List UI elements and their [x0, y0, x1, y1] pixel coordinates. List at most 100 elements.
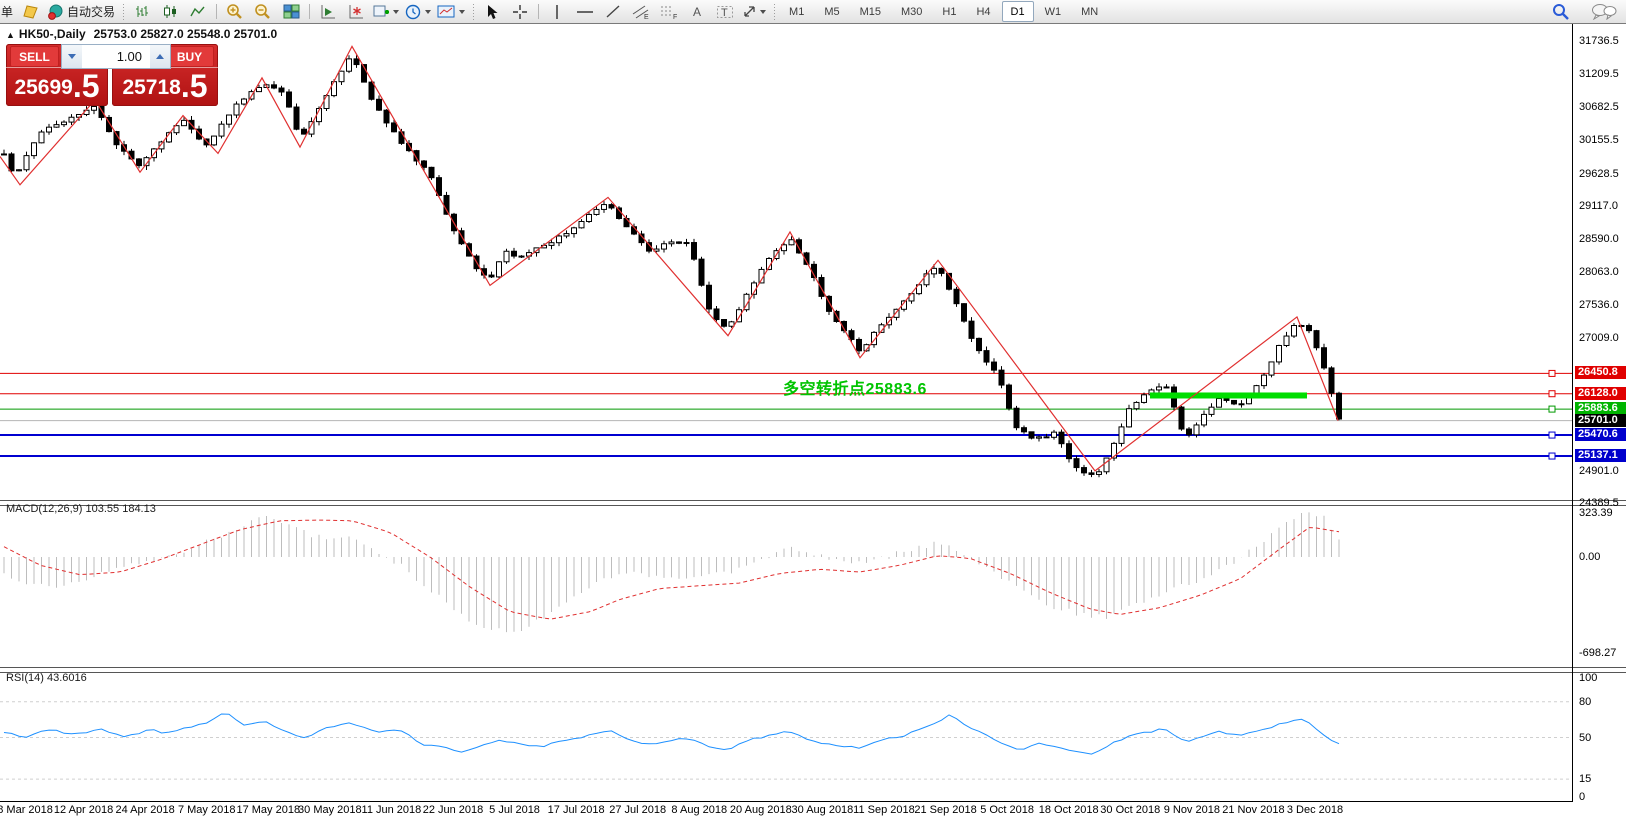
- timeframe-w1[interactable]: W1: [1044, 5, 1062, 18]
- text-label-tool-button[interactable]: T: [712, 2, 738, 21]
- zoom-out-button[interactable]: [250, 2, 276, 21]
- volume-increase-button[interactable]: [150, 45, 170, 68]
- price-axis-tick: 30155.5: [1579, 134, 1619, 147]
- level-line-handle[interactable]: [1548, 369, 1556, 377]
- volume-input[interactable]: [82, 45, 150, 68]
- trendline-tool-button[interactable]: [600, 2, 626, 21]
- macd-signal-value: 184.13: [122, 503, 156, 515]
- macd-axis-tick: 323.39: [1579, 506, 1613, 519]
- volume-decrease-button[interactable]: [62, 45, 82, 68]
- price-axis-tick: 27536.0: [1579, 299, 1619, 312]
- zoom-out-icon: [255, 4, 270, 19]
- equidistant-channel-tool-button[interactable]: E: [628, 2, 654, 21]
- autotrading-label: 自动交易: [67, 5, 116, 19]
- chart-title: ▲ HK50-,Daily 25753.0 25827.0 25548.0 2570…: [6, 27, 277, 41]
- rsi-axis-tick: 80: [1579, 695, 1592, 708]
- svg-text:F: F: [673, 14, 677, 20]
- arrows-tool-button[interactable]: [740, 2, 768, 21]
- line-chart-button[interactable]: [185, 2, 211, 21]
- volume-spinner: [61, 44, 171, 69]
- rsi-value: 43.6016: [46, 672, 87, 684]
- date-label: 7 May 2018: [177, 804, 236, 816]
- rsi-indicator-chart[interactable]: [0, 671, 1572, 801]
- toolbar-drag-handle[interactable]: [471, 3, 476, 20]
- level-line-handle[interactable]: [1548, 390, 1556, 398]
- panel-splitter-macd[interactable]: [0, 500, 1626, 506]
- timeframe-m1[interactable]: M1: [789, 5, 805, 18]
- buy-price-fraction: .5: [180, 68, 208, 104]
- autotrading-button[interactable]: 自动交易: [45, 2, 117, 21]
- chart-template-button[interactable]: [435, 2, 467, 21]
- svg-text:A: A: [693, 5, 701, 19]
- price-axis-badge: 25137.1: [1575, 449, 1626, 463]
- crosshair-tool-button[interactable]: [507, 2, 533, 21]
- buy-button[interactable]: BUY: [165, 46, 214, 67]
- collapse-arrow-icon[interactable]: ▲: [6, 30, 15, 40]
- timeframe-h4[interactable]: H4: [976, 5, 991, 18]
- ohlc-values: 25753.0 25827.0 25548.0 25701.0: [93, 27, 278, 41]
- time-axis-line: [0, 801, 1573, 802]
- new-order-button[interactable]: 单: [1, 5, 14, 19]
- candlestick-chart-button[interactable]: [157, 2, 183, 21]
- clock-icon: [405, 4, 421, 19]
- candlestick-chart-icon: [164, 5, 177, 18]
- auto-scroll-icon: [321, 4, 335, 18]
- dropdown-caret: [393, 9, 400, 14]
- vertical-line-tool-button[interactable]: [544, 2, 570, 21]
- level-lines[interactable]: [0, 372, 1572, 458]
- highlight-segment[interactable]: [1150, 392, 1307, 399]
- community-chat-button[interactable]: [1589, 2, 1619, 21]
- date-label: 30 Oct 2018: [1100, 804, 1161, 816]
- date-label: 5 Oct 2018: [980, 804, 1035, 816]
- price-axis-badge: 25470.6: [1575, 428, 1626, 442]
- template-icon: [437, 5, 455, 18]
- cursor-tool-button[interactable]: [479, 2, 505, 21]
- level-line-handle[interactable]: [1548, 405, 1556, 413]
- fibonacci-tool-button[interactable]: F: [656, 2, 682, 21]
- timeframe-mn[interactable]: MN: [1081, 5, 1099, 18]
- channel-icon: E: [632, 5, 649, 20]
- text-tool-button[interactable]: A: [684, 2, 710, 21]
- date-label: 30 May 2018: [298, 804, 362, 816]
- macd-main-value: 103.55: [85, 503, 120, 515]
- rsi-name: RSI(14): [6, 672, 44, 684]
- timeframe-h1[interactable]: H1: [942, 5, 957, 18]
- toolbar-right-group: [1547, 0, 1620, 23]
- timeframe-m15[interactable]: M15: [859, 5, 881, 18]
- tile-windows-button[interactable]: [278, 2, 304, 21]
- zigzag-line: [0, 45, 1339, 472]
- date-label: 9 Nov 2018: [1163, 804, 1220, 816]
- horizontal-line-tool-button[interactable]: [572, 2, 598, 21]
- macd-label: MACD(12,26,9) 103.55 184.13: [6, 503, 156, 515]
- level-line-handle[interactable]: [1548, 431, 1556, 439]
- add-indicator-button[interactable]: [371, 2, 401, 21]
- new-order-icon[interactable]: [17, 2, 43, 21]
- fibonacci-icon: F: [661, 6, 677, 20]
- date-label: 8 Aug 2018: [671, 804, 728, 816]
- pivot-annotation-text[interactable]: 多空转折点25883.6: [783, 381, 927, 398]
- sell-button[interactable]: SELL: [10, 46, 59, 67]
- line-chart-icon: [190, 6, 205, 17]
- chart-shift-icon: [349, 4, 363, 18]
- main-price-chart[interactable]: [0, 24, 1572, 500]
- date-label: 30 Aug 2018: [791, 804, 854, 816]
- chart-period-button[interactable]: [403, 2, 433, 21]
- timeframe-m30[interactable]: M30: [901, 5, 923, 18]
- bar-chart-button[interactable]: [129, 2, 155, 21]
- trendline-icon: [606, 5, 620, 18]
- toolbar-drag-handle[interactable]: [121, 3, 126, 20]
- macd-axis-tick: -698.27: [1579, 646, 1617, 659]
- zoom-in-button[interactable]: [222, 2, 248, 21]
- dropdown-caret: [425, 9, 432, 14]
- dropdown-caret: [459, 9, 466, 14]
- auto-scroll-button[interactable]: [315, 2, 341, 21]
- timeframe-m5[interactable]: M5: [824, 5, 840, 18]
- text-label-icon: T: [717, 5, 734, 19]
- search-button[interactable]: [1548, 2, 1574, 21]
- chart-shift-button[interactable]: [343, 2, 369, 21]
- timeframe-d1[interactable]: D1: [1001, 1, 1034, 22]
- level-line-handle[interactable]: [1548, 452, 1556, 460]
- macd-indicator-chart[interactable]: [0, 505, 1572, 667]
- toolbar-drag-handle[interactable]: [772, 3, 777, 20]
- panel-splitter-rsi[interactable]: [0, 667, 1626, 673]
